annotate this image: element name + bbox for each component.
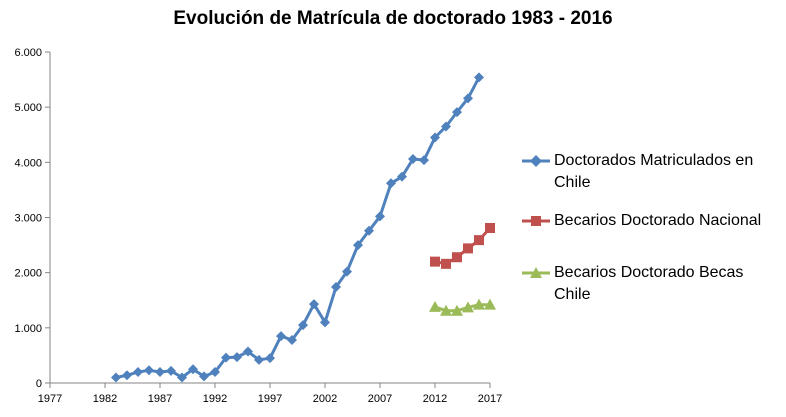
x-tick-label: 1977 — [38, 393, 62, 405]
chart-legend: Doctorados Matriculados en Chile Becario… — [522, 150, 782, 318]
x-tick-label: 1982 — [93, 393, 117, 405]
legend-item-becas-chile: Becarios Doctorado Becas Chile — [522, 262, 782, 306]
x-tick-label: 2017 — [478, 393, 502, 405]
data-point-diamond — [188, 364, 198, 375]
data-point-triangle — [473, 298, 485, 310]
data-point-triangle — [440, 304, 452, 316]
y-tick-label: 6.000 — [14, 47, 42, 59]
data-point-diamond — [111, 372, 121, 383]
data-point-diamond — [199, 371, 209, 382]
legend-label: Becarios Doctorado Nacional — [554, 212, 762, 229]
x-tick-label: 2007 — [368, 393, 392, 405]
legend-label: Doctorados Matriculados en Chile — [554, 152, 754, 191]
data-point-triangle — [429, 300, 441, 312]
data-point-diamond — [375, 211, 385, 222]
y-tick-label: 0 — [36, 378, 42, 390]
data-point-square — [485, 222, 495, 233]
data-point-diamond — [166, 365, 176, 376]
legend-marker-triangle — [522, 267, 550, 278]
data-point-diamond — [133, 366, 143, 377]
data-point-square — [430, 256, 440, 267]
data-point-diamond — [276, 331, 286, 342]
x-tick-label: 1997 — [258, 393, 282, 405]
data-point-diamond — [232, 352, 242, 363]
series-line-1 — [115, 76, 481, 379]
y-tick-label: 5.000 — [14, 102, 42, 114]
data-point-diamond — [298, 320, 308, 331]
data-point-diamond — [320, 317, 330, 328]
data-point-diamond — [155, 366, 165, 377]
data-point-diamond — [122, 370, 132, 381]
data-point-diamond — [210, 366, 220, 377]
data-point-diamond — [452, 107, 462, 118]
y-tick-label: 3.000 — [14, 213, 42, 225]
data-point-square — [474, 235, 484, 246]
data-point-diamond — [364, 225, 374, 236]
y-tick-label: 2.000 — [14, 268, 42, 280]
data-point-diamond — [430, 132, 440, 143]
x-tick-label: 1992 — [203, 393, 227, 405]
data-point-diamond — [353, 240, 363, 251]
data-point-diamond — [177, 372, 187, 383]
data-point-triangle — [451, 304, 463, 316]
data-point-triangle — [462, 301, 474, 313]
legend-item-becarios-nacional: Becarios Doctorado Nacional — [522, 210, 782, 232]
legend-label: Becarios Doctorado Becas Chile — [554, 264, 744, 303]
y-tick-label: 1.000 — [14, 323, 42, 335]
data-point-square — [463, 243, 473, 254]
data-point-square — [441, 258, 451, 269]
x-tick-label: 1987 — [148, 393, 172, 405]
data-point-triangle — [484, 298, 496, 310]
x-tick-label: 2002 — [313, 393, 337, 405]
data-point-diamond — [419, 155, 429, 166]
data-point-diamond — [243, 346, 253, 357]
data-point-diamond — [441, 121, 451, 132]
x-tick-label: 2012 — [423, 393, 447, 405]
data-point-diamond — [397, 171, 407, 182]
data-point-square — [452, 252, 462, 263]
data-point-diamond — [463, 93, 473, 104]
data-point-diamond — [254, 354, 264, 365]
chart-title: Evolución de Matrícula de doctorado 1983… — [173, 8, 613, 29]
data-point-diamond — [331, 282, 341, 293]
legend-marker-diamond — [522, 155, 550, 167]
data-point-diamond — [408, 154, 418, 165]
data-point-diamond — [474, 72, 484, 83]
data-point-diamond — [265, 353, 275, 364]
data-point-diamond — [309, 299, 319, 310]
y-tick-label: 4.000 — [14, 157, 42, 169]
data-point-diamond — [144, 365, 154, 376]
data-point-diamond — [221, 352, 231, 363]
series-line-2 — [434, 226, 492, 266]
data-point-diamond — [287, 334, 297, 345]
legend-item-matriculados: Doctorados Matriculados en Chile — [522, 150, 782, 194]
data-point-diamond — [342, 266, 352, 277]
data-point-diamond — [386, 178, 396, 189]
legend-marker-square — [522, 216, 550, 226]
